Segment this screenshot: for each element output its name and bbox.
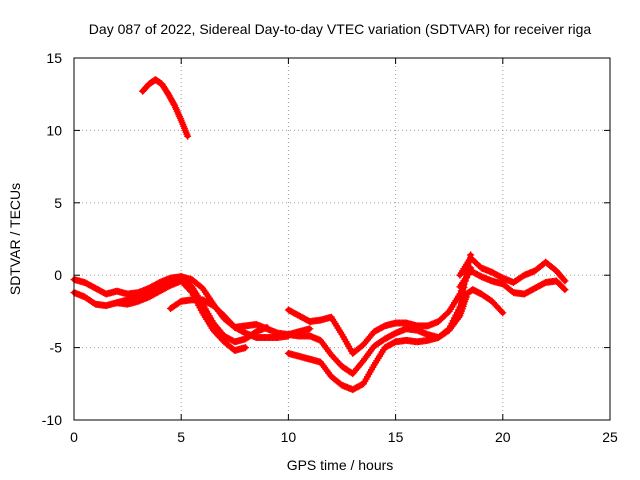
y-tick-label: 10 (46, 122, 62, 138)
data-point (306, 325, 314, 333)
data-point (499, 309, 507, 317)
data-point (560, 285, 568, 293)
data-point (184, 132, 192, 140)
grid-lines (74, 58, 610, 420)
series-arc-9 (456, 254, 569, 286)
x-tick-label: 10 (281, 429, 297, 445)
data-point (561, 286, 569, 294)
data-point (561, 277, 569, 285)
y-tick-label: 0 (54, 267, 62, 283)
y-axis-label: SDTVAR / TECUs (7, 183, 23, 295)
series-arc-5 (166, 296, 292, 341)
y-tick-label: 5 (54, 195, 62, 211)
series-arc-8 (284, 293, 470, 394)
x-tick-label: 15 (388, 429, 404, 445)
x-tick-label: 20 (495, 429, 511, 445)
y-tick-label: -5 (50, 340, 63, 356)
series-arc-4 (113, 277, 250, 354)
y-tick-label: -10 (42, 412, 62, 428)
series-arc-1 (139, 76, 192, 140)
x-axis-label: GPS time / hours (287, 457, 394, 473)
y-tick-label: 15 (46, 50, 62, 66)
data-point (560, 276, 568, 284)
series-arc-11 (460, 286, 507, 317)
y-axis-ticks: -10 -5 0 5 10 15 (42, 50, 610, 428)
series-arc-10 (456, 267, 569, 298)
chart-title: Day 087 of 2022, Sidereal Day-to-day VTE… (89, 21, 592, 37)
data-point (170, 100, 178, 108)
x-axis-ticks: 0 5 10 15 20 25 (70, 58, 618, 445)
x-tick-label: 25 (602, 429, 618, 445)
x-tick-label: 0 (70, 429, 78, 445)
data-point (187, 287, 195, 295)
data-point (497, 307, 505, 315)
data-point (263, 323, 271, 331)
data-series (70, 76, 569, 394)
data-point (242, 344, 250, 352)
plot-frame (73, 57, 611, 421)
x-tick-label: 5 (177, 429, 185, 445)
